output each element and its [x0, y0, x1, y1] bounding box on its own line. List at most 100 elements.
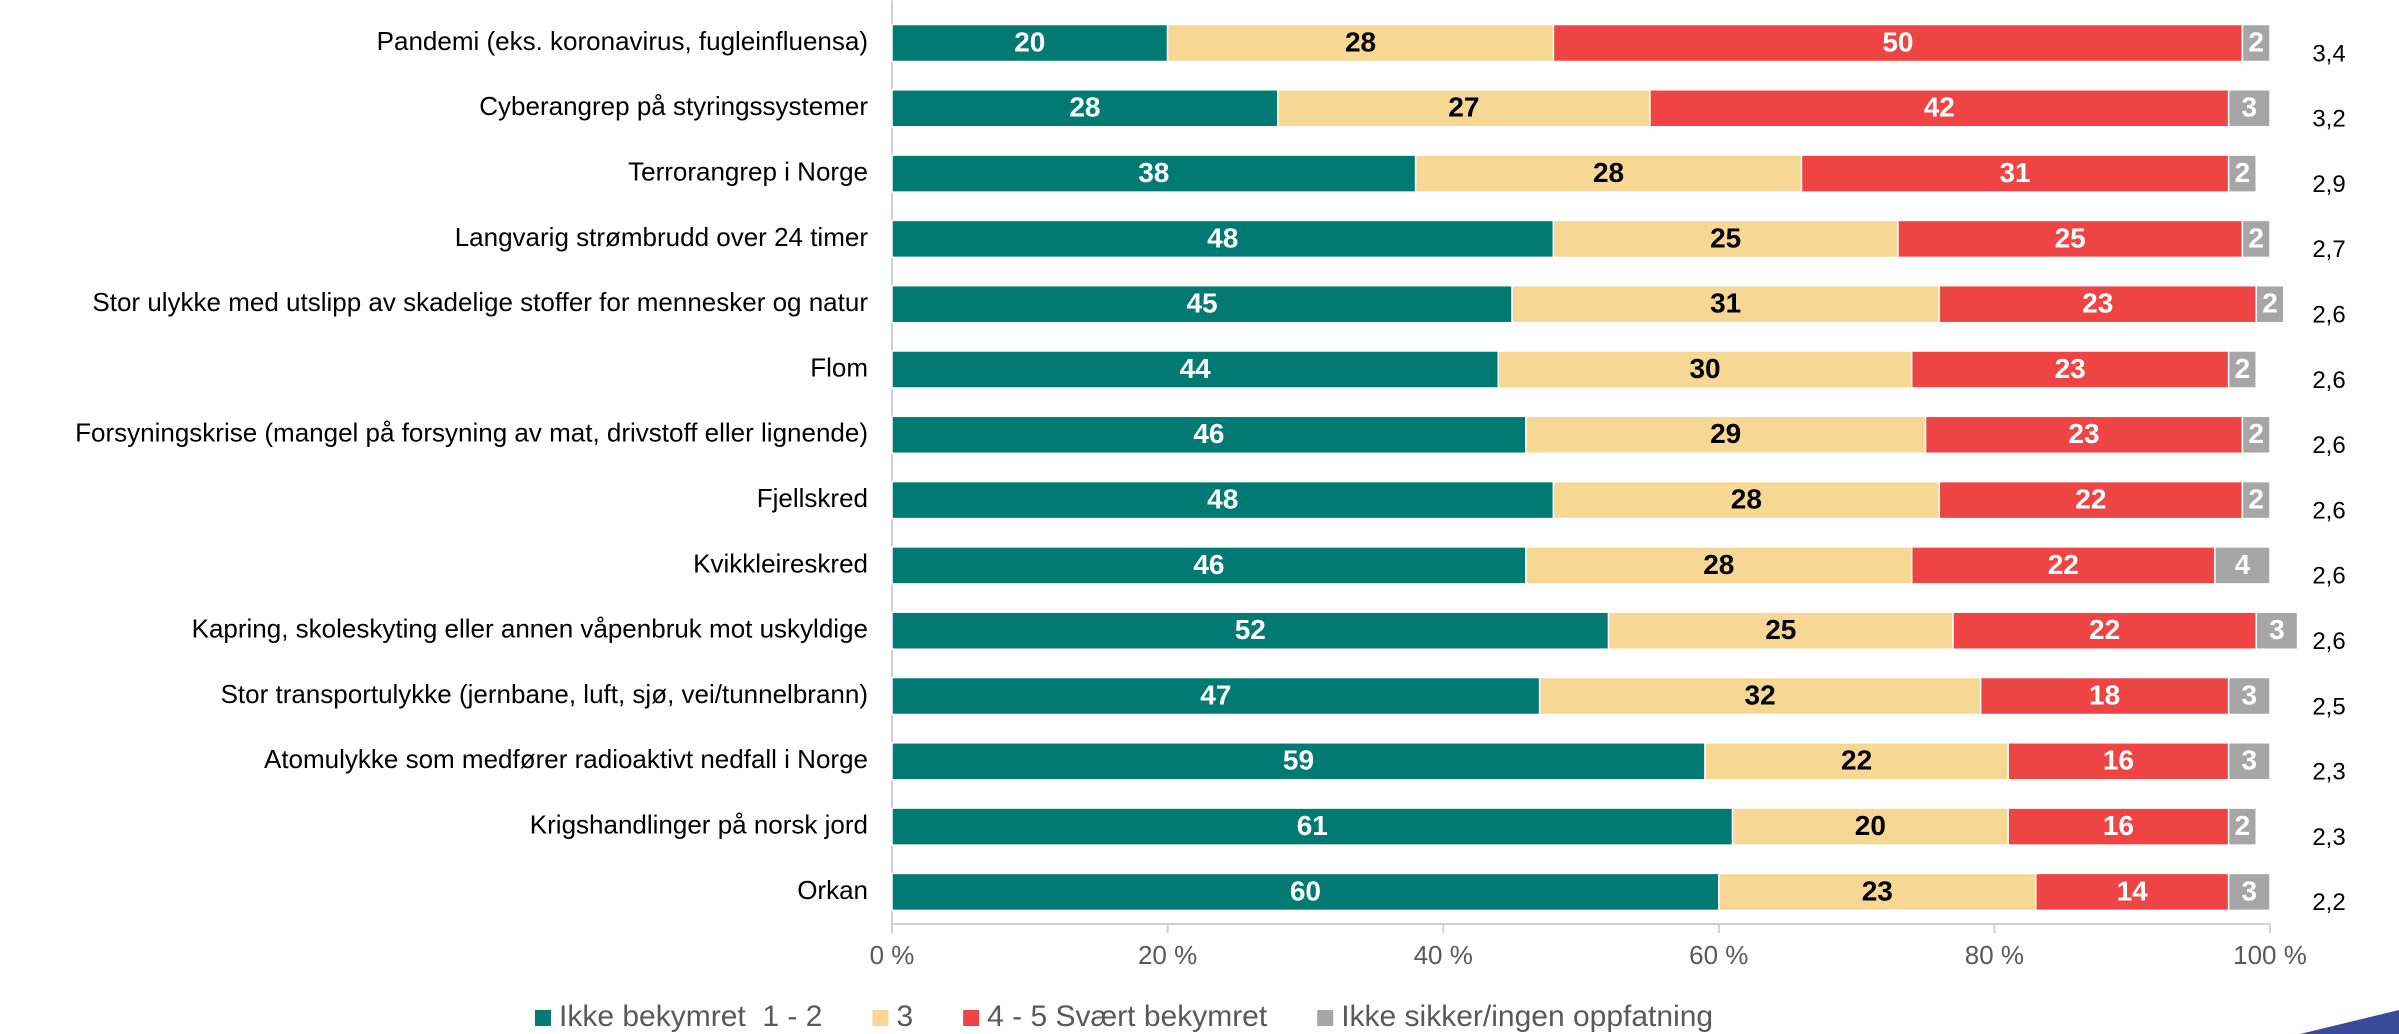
data-label: 31 [1710, 288, 1741, 319]
mean-label: 3,2 [2312, 106, 2345, 133]
mean-label: 2,6 [2312, 628, 2345, 655]
data-label: 3 [2242, 679, 2258, 710]
bar-segment [2227, 872, 2271, 912]
bar-segment [891, 284, 1513, 324]
data-label: 59 [1283, 745, 1314, 776]
data-label: 2 [2248, 483, 2264, 514]
x-tick-label: 100 % [2233, 940, 2307, 970]
data-label: 44 [1180, 353, 1212, 384]
data-label: 2 [2235, 810, 2251, 841]
bar-segment [1938, 480, 2244, 520]
bar-segment [1924, 415, 2244, 455]
mean-label: 2,6 [2312, 367, 2345, 394]
bar-segment [2255, 284, 2285, 324]
category-label: Pandemi (eks. koronavirus, fugleinfluens… [377, 26, 868, 56]
data-label: 23 [1862, 875, 1893, 906]
bar-segment [1910, 350, 2230, 389]
legend-label: 3 [896, 1000, 913, 1033]
mean-label: 2,3 [2312, 824, 2345, 851]
bar-segment [1525, 546, 1913, 585]
x-tick-label: 20 % [1138, 940, 1197, 970]
category-label: Stor transportulykke (jernbane, luft, sj… [221, 679, 868, 709]
mean-label: 2,6 [2312, 563, 2345, 590]
data-label: 14 [2117, 875, 2149, 906]
data-label: 42 [1924, 92, 1955, 123]
data-label: 2 [2235, 157, 2251, 188]
data-label: 20 [1014, 26, 1045, 57]
mean-label: 2,6 [2312, 302, 2345, 329]
bar-segment [1525, 415, 1927, 455]
data-label: 52 [1235, 614, 1266, 645]
category-label: Kvikkleireskred [693, 548, 868, 578]
bar-segment [2034, 872, 2230, 912]
data-label: 60 [1290, 875, 1321, 906]
bar-segment [891, 350, 1500, 389]
data-label: 38 [1138, 157, 1169, 188]
data-label: 4 [2235, 549, 2251, 580]
bar-segment [2227, 89, 2271, 128]
data-label: 25 [1710, 222, 1741, 253]
data-label: 28 [1731, 483, 1762, 514]
bar-segment [1938, 284, 2257, 324]
bar-segment [891, 219, 1555, 259]
data-label: 23 [2082, 288, 2113, 319]
data-label: 23 [2068, 418, 2099, 449]
bar-segment [2227, 350, 2257, 389]
bar-segment [2227, 742, 2271, 781]
data-label: 27 [1448, 92, 1479, 123]
data-label: 32 [1745, 679, 1776, 710]
bar-segment [2241, 23, 2271, 63]
legend-label: Ikke sikker/ingen oppfatning [1341, 1000, 1713, 1033]
legend-swatch [1317, 1010, 1334, 1026]
category-label: Stor ulykke med utslipp av skadelige sto… [92, 287, 868, 317]
bar-segment [2007, 807, 2230, 846]
bar-segment [1277, 89, 1651, 128]
category-label: Terrorangrep i Norge [628, 156, 868, 186]
data-label: 16 [2103, 810, 2134, 841]
bar-segment [1910, 546, 2216, 585]
data-label: 50 [1882, 26, 1913, 57]
category-label: Fjellskred [757, 483, 868, 513]
bar-segment [891, 611, 1610, 650]
data-label: 22 [2075, 483, 2106, 514]
category-label: Langvarig strømbrudd over 24 timer [455, 222, 869, 252]
mean-label: 3,4 [2312, 40, 2345, 67]
mean-label: 2,5 [2312, 693, 2345, 720]
bar-segment [891, 807, 1734, 846]
data-label: 2 [2235, 353, 2251, 384]
data-label: 18 [2089, 679, 2120, 710]
bar-segment [1552, 23, 2244, 63]
data-label: 31 [1999, 157, 2030, 188]
bar-segment [1607, 611, 1954, 650]
legend-label: 4 - 5 Svært bekymret [987, 1000, 1268, 1033]
bar-segment [891, 480, 1555, 520]
data-label: 20 [1855, 810, 1886, 841]
x-tick-label: 0 % [870, 940, 915, 970]
bar-segment [2227, 807, 2257, 846]
data-label: 45 [1186, 288, 1217, 319]
bar-segment [2227, 154, 2257, 193]
data-label: 3 [2242, 875, 2258, 906]
mean-label: 2,6 [2312, 497, 2345, 524]
data-label: 2 [2262, 288, 2278, 319]
bar-segment [2227, 676, 2271, 716]
data-label: 23 [2055, 353, 2086, 384]
bar-segment [891, 546, 1527, 585]
legend-swatch [535, 1010, 551, 1026]
logo-fragment [2300, 1010, 2399, 1034]
category-label: Cyberangrep på styringssystemer [479, 91, 868, 121]
category-label: Forsyningskrise (mangel på forsyning av … [75, 418, 868, 448]
bar-segment [891, 872, 1720, 912]
data-label: 3 [2269, 614, 2285, 645]
category-label: Kapring, skoleskyting eller annen våpenb… [192, 614, 868, 644]
data-label: 46 [1193, 418, 1224, 449]
data-label: 2 [2248, 418, 2264, 449]
data-label: 47 [1200, 679, 1231, 710]
bar-segment [2241, 480, 2271, 520]
x-tick-label: 40 % [1414, 940, 1473, 970]
data-label: 28 [1703, 549, 1734, 580]
bar-segment [1511, 284, 1941, 324]
data-label: 22 [1841, 745, 1872, 776]
mean-label: 2,3 [2312, 759, 2345, 786]
